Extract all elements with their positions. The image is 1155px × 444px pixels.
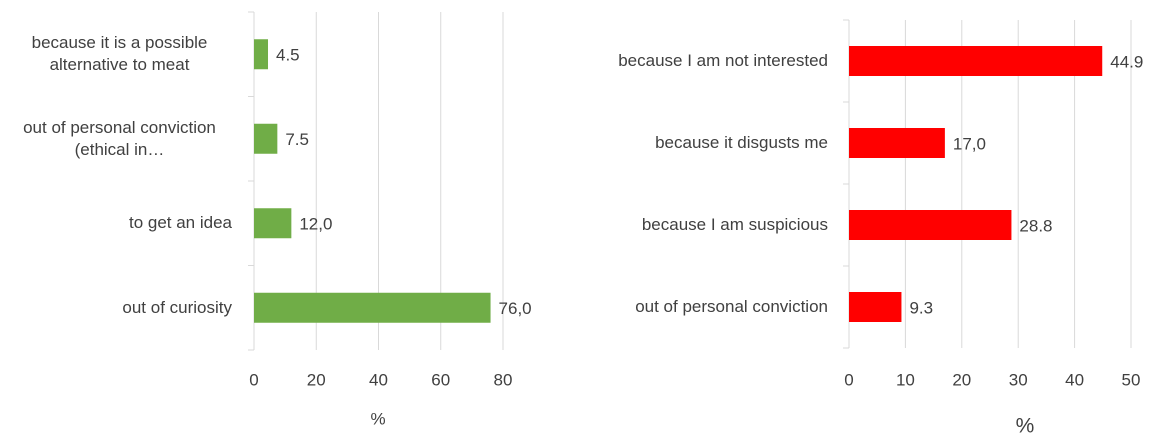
category-label: out of curiosity [122, 297, 232, 317]
bar [849, 210, 1012, 240]
x-axis-title: % [1016, 415, 1035, 438]
x-tick-label: 80 [494, 370, 513, 389]
value-label: 12,0 [299, 215, 332, 234]
bar [849, 128, 945, 158]
x-tick-label: 30 [1009, 370, 1028, 389]
x-tick-label: 60 [431, 370, 450, 389]
value-label: 44.9 [1110, 52, 1143, 71]
value-label: 28.8 [1019, 216, 1052, 235]
value-label: 4.5 [276, 46, 300, 65]
bar [849, 292, 902, 322]
x-tick-label: 0 [249, 370, 258, 389]
x-tick-label: 50 [1122, 370, 1141, 389]
value-label: 76,0 [499, 299, 532, 318]
x-tick-label: 40 [1065, 370, 1084, 389]
x-tick-label: 40 [369, 370, 388, 389]
bar [254, 39, 269, 70]
x-tick-label: 10 [896, 370, 915, 389]
bar [254, 208, 292, 239]
bar [254, 292, 491, 323]
category-label: out of personal conviction (ethical in… [23, 117, 216, 159]
category-label: because it is a possible alternative to … [31, 33, 208, 75]
x-tick-label: 0 [844, 370, 853, 389]
x-tick-label: 20 [307, 370, 326, 389]
category-label: out of personal conviction [635, 297, 828, 316]
category-label: because I am suspicious [641, 215, 828, 234]
bar [254, 123, 278, 154]
category-label: because it disgusts me [655, 133, 828, 152]
category-label: because I am not interested [618, 51, 828, 70]
value-label: 9.3 [909, 298, 933, 317]
bar [849, 46, 1103, 76]
x-tick-label: 20 [952, 370, 971, 389]
value-label: 17,0 [953, 134, 986, 153]
x-axis-title: % [370, 409, 385, 428]
value-label: 7.5 [285, 130, 309, 149]
category-label: to get an idea [128, 213, 232, 233]
